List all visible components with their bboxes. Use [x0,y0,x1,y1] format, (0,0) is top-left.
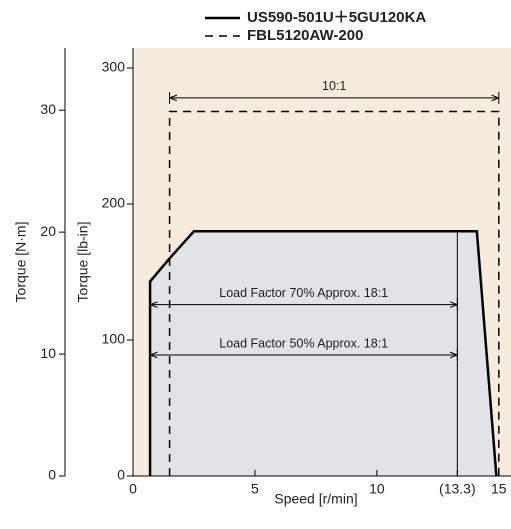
x-axis-label: Speed [r/min] [274,491,357,507]
x-tick-label: (13.3) [439,481,476,497]
x-tick-label: 5 [251,481,259,497]
y-tick-label: 0 [117,467,125,483]
annotation: Load Factor 70% Approx. 18:1 [219,286,388,300]
y2-tick-label: 0 [48,467,56,483]
y-tick-label: 100 [102,331,126,347]
legend-label: FBL5120AW-200 [247,27,363,44]
y-tick-label: 300 [102,59,126,75]
y-axis-label: Torque [lb-in] [75,222,91,303]
x-tick-label: 10 [369,481,385,497]
series-line [148,229,498,477]
y2-tick-label: 30 [40,101,56,117]
y-tick-label: 200 [102,195,126,211]
y2-tick-label: 10 [40,345,56,361]
legend-label: US590-501U＋5GU120KA [247,9,426,26]
series-line [168,110,500,476]
x-tick-label: 15 [491,481,507,497]
annotation: Load Factor 50% Approx. 18:1 [219,336,388,350]
y2-tick-label: 20 [40,223,56,239]
x-tick-label: 0 [129,481,137,497]
y2-axis-label: Torque [N·m] [13,222,29,303]
annotation: 10:1 [322,79,346,93]
area [150,231,497,476]
